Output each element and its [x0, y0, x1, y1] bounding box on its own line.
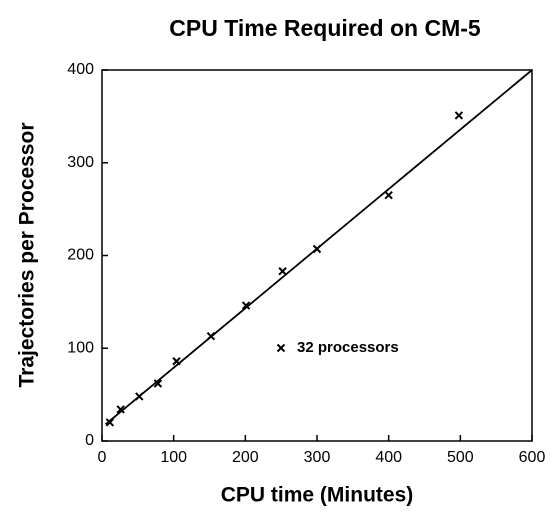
y-tick-label: 100 — [67, 339, 94, 356]
x-tick-label: 100 — [160, 449, 187, 466]
point — [312, 244, 322, 254]
y-tick-label: 200 — [67, 247, 94, 264]
y-axis-label: Trajectories per Processor — [16, 123, 39, 388]
plot-frame — [101, 69, 533, 442]
x-tick-label: 400 — [375, 449, 402, 466]
point — [105, 418, 115, 427]
point — [172, 357, 181, 366]
point — [116, 405, 125, 414]
point — [278, 267, 287, 276]
point — [454, 111, 464, 120]
point — [241, 301, 251, 310]
x-tick-label: 600 — [519, 449, 546, 466]
legend-symbol — [276, 343, 286, 353]
chart-title: CPU Time Required on CM-5 — [169, 15, 481, 41]
x-tick-label: 500 — [447, 449, 474, 466]
x-tick-label: 0 — [98, 449, 107, 466]
y-tick-label: 0 — [85, 432, 94, 449]
y-tick-label: 400 — [67, 61, 94, 78]
point — [384, 191, 393, 200]
point — [135, 392, 144, 401]
x-axis-label: CPU time (Minutes) — [221, 484, 414, 507]
point — [206, 331, 216, 341]
x-tick-label: 200 — [232, 449, 259, 466]
x-tick-label: 300 — [304, 449, 331, 466]
legend-label: 32 processors — [297, 339, 399, 356]
point — [153, 379, 163, 388]
y-tick-label: 300 — [67, 154, 94, 171]
